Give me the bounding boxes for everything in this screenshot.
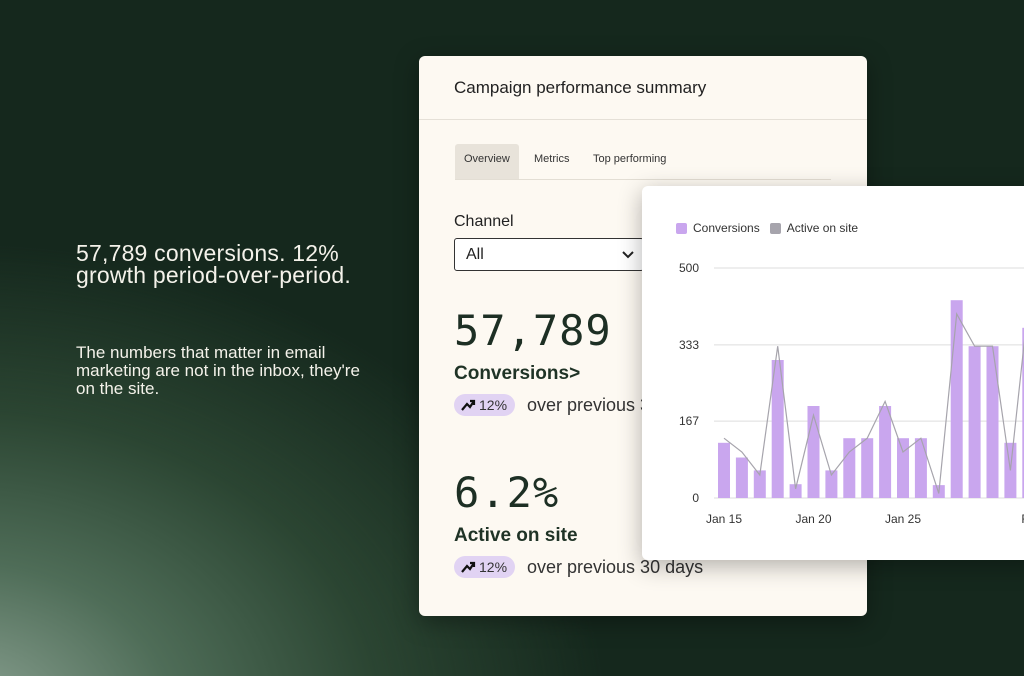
y-tick-label: 500 xyxy=(679,261,699,275)
trend-up-icon xyxy=(461,561,476,573)
bar xyxy=(1022,327,1024,498)
tab-overview[interactable]: Overview xyxy=(455,144,519,179)
bar xyxy=(825,470,838,498)
hero-text: 57,789 conversions. 12% growth period-ov… xyxy=(76,242,376,398)
x-tick-label: Jan 20 xyxy=(795,512,831,526)
chevron-down-icon xyxy=(622,251,634,259)
bar xyxy=(914,438,927,498)
tab-bar: Overview Metrics Top performing xyxy=(455,144,831,180)
legend-swatch-conversions xyxy=(676,222,687,234)
bar xyxy=(753,470,766,498)
chart-legend: Conversions Active on site xyxy=(676,221,868,235)
legend-swatch-active xyxy=(769,222,781,234)
x-tick-label: Jan 25 xyxy=(885,512,921,526)
legend-label-active: Active on site xyxy=(786,221,859,235)
legend-item-active[interactable]: Active on site xyxy=(769,221,859,235)
divider xyxy=(419,119,867,120)
bar xyxy=(789,484,802,498)
tab-metrics[interactable]: Metrics xyxy=(534,153,570,165)
series-line-active-on-site xyxy=(723,312,1024,494)
y-tick-label: 0 xyxy=(692,491,699,505)
hero-body: The numbers that matter in email marketi… xyxy=(76,343,360,398)
channel-select[interactable]: All xyxy=(454,238,644,271)
active-change-value: 12% xyxy=(479,559,508,575)
bar xyxy=(879,406,892,498)
legend-label-conversions: Conversions xyxy=(693,221,760,235)
active-period: over previous 30 days xyxy=(527,557,704,577)
trend-up-icon xyxy=(461,399,476,411)
bar xyxy=(861,438,874,498)
y-tick-label: 333 xyxy=(679,338,699,352)
bar xyxy=(843,438,856,498)
active-value: 6.2% xyxy=(454,468,560,517)
legend-item-conversions[interactable]: Conversions xyxy=(676,221,760,235)
card-title: Campaign performance summary xyxy=(454,78,707,97)
x-tick-label: Jan 15 xyxy=(706,512,742,526)
bar xyxy=(771,360,784,498)
active-label: Active on site xyxy=(454,525,578,546)
conversions-value: 57,789 xyxy=(454,306,612,355)
bar xyxy=(968,346,981,498)
chart-card: 500 333 167 0 Jan 15 Jan 20 Jan 25 Fe Conversio… xyxy=(642,186,1024,560)
bar-line-chart: 500 333 167 0 Jan 15 Jan 20 Jan 25 Fe xyxy=(679,261,1024,526)
channel-label: Channel xyxy=(454,213,514,230)
bar xyxy=(897,438,909,498)
active-change-badge: 12% xyxy=(454,556,516,578)
x-tick-label: Fe xyxy=(1021,512,1024,526)
tab-top-performing[interactable]: Top performing xyxy=(593,153,667,165)
conversions-label[interactable]: Conversions> xyxy=(454,363,581,384)
conversions-change-value: 12% xyxy=(479,397,508,413)
bar xyxy=(735,457,748,498)
channel-select-value: All xyxy=(466,246,484,263)
bar xyxy=(807,406,820,498)
hero-headline: 57,789 conversions. 12% growth period-ov… xyxy=(76,240,351,288)
bar xyxy=(986,346,999,498)
y-tick-label: 167 xyxy=(679,414,699,428)
bar xyxy=(950,300,963,498)
bar xyxy=(718,442,730,498)
conversions-change-badge: 12% xyxy=(454,394,516,416)
